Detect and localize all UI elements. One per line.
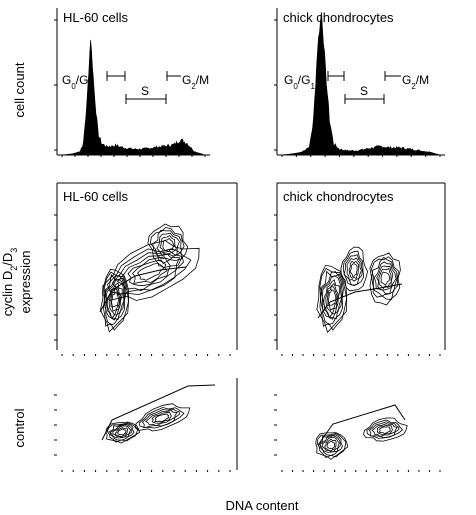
contour-plot-hl60-control bbox=[101, 384, 216, 444]
panel-title-chondrocytes: chick chondrocytes bbox=[283, 10, 394, 25]
contour-line bbox=[363, 417, 408, 442]
contour-line bbox=[112, 425, 132, 438]
contour-line bbox=[111, 250, 184, 296]
fit-line bbox=[101, 384, 216, 441]
contour-line bbox=[376, 424, 393, 435]
contour-line bbox=[141, 408, 180, 429]
gate-s: S bbox=[125, 84, 167, 104]
contour-line bbox=[152, 229, 182, 260]
contour-line bbox=[326, 440, 336, 450]
panel-cyclin-left: HL-60 cells bbox=[54, 182, 238, 356]
contour-line bbox=[106, 282, 123, 319]
contour-line bbox=[319, 434, 341, 453]
svg-text:S: S bbox=[141, 84, 149, 98]
fit-line bbox=[317, 404, 406, 446]
contour-line bbox=[145, 410, 178, 427]
panel-control-left bbox=[54, 378, 238, 472]
histogram-area-chondrocytes bbox=[281, 12, 441, 156]
ylabel-control: control bbox=[12, 408, 27, 447]
contour-line bbox=[137, 262, 165, 281]
gate-g0g1-right: G0/G1 bbox=[284, 71, 345, 91]
contour-line bbox=[138, 407, 185, 429]
contour-line bbox=[326, 284, 338, 311]
contour-line bbox=[346, 257, 362, 282]
gate-g2m: G2/M bbox=[166, 71, 209, 91]
contour-line bbox=[319, 271, 343, 320]
svg-text:S: S bbox=[360, 84, 368, 98]
contour-line bbox=[368, 421, 400, 439]
svg-text:G2/M: G2/M bbox=[182, 73, 209, 91]
contour-line bbox=[109, 423, 133, 439]
gate-s-right: S bbox=[344, 84, 385, 104]
svg-text:cyclin D2/D3: cyclin D2/D3 bbox=[0, 248, 19, 317]
contour-line bbox=[159, 235, 177, 255]
panel-title-chondrocytes-cyclin: chick chondrocytes bbox=[283, 189, 394, 204]
histogram-area-hl60 bbox=[61, 39, 206, 156]
svg-text:G0/G1: G0/G1 bbox=[62, 73, 93, 91]
ylabel-cell-count: cell count bbox=[12, 62, 27, 117]
contour-line bbox=[110, 287, 120, 312]
panel-cyclin-right: chick chondrocytes bbox=[274, 182, 446, 356]
contour-line bbox=[343, 254, 363, 287]
contour-line bbox=[378, 426, 391, 434]
panel-hist-right: chick chondrocytes G0/G1 S G2/M bbox=[274, 8, 445, 157]
contour-line bbox=[127, 256, 171, 287]
contour-line bbox=[348, 260, 360, 280]
contour-line bbox=[376, 265, 394, 291]
contour-line bbox=[370, 256, 399, 300]
contour-line bbox=[154, 413, 170, 423]
ylabel-expression: expression bbox=[18, 251, 33, 314]
contour-line bbox=[132, 259, 168, 285]
panel-hist-left: HL-60 cells G0/G1 S G2/M bbox=[54, 8, 210, 157]
contour-line bbox=[134, 403, 191, 432]
ylabel-cyclin: cyclin D2/D3 bbox=[0, 248, 19, 317]
contour-line bbox=[151, 411, 172, 424]
contour-line bbox=[105, 421, 141, 444]
fit-line bbox=[99, 266, 187, 313]
contour-plot-hl60-cyclin bbox=[99, 223, 200, 333]
contour-line bbox=[371, 423, 398, 437]
contour-line bbox=[117, 428, 127, 436]
gate-g0g1: G0/G1 bbox=[62, 71, 126, 91]
panel-title-hl60-cyclin: HL-60 cells bbox=[63, 189, 129, 204]
contour-line bbox=[378, 268, 392, 290]
contour-line bbox=[162, 237, 175, 253]
contour-plot-chondrocytes-control bbox=[315, 404, 408, 460]
contour-line bbox=[316, 433, 347, 458]
contour-line bbox=[321, 436, 340, 453]
panel-title-hl60: HL-60 cells bbox=[63, 10, 129, 25]
gate-g2m-right: G2/M bbox=[384, 71, 429, 91]
contour-line bbox=[340, 246, 369, 292]
contour-line bbox=[156, 232, 180, 257]
contour-line bbox=[349, 263, 358, 278]
contour-line bbox=[114, 427, 129, 438]
contour-line bbox=[107, 422, 139, 443]
contour-line bbox=[315, 432, 349, 460]
contour-plot-chondrocytes-cyclin bbox=[316, 246, 403, 333]
fit-line bbox=[317, 283, 403, 319]
contour-line bbox=[316, 265, 348, 333]
contour-line bbox=[99, 268, 129, 333]
contour-line bbox=[324, 438, 337, 452]
contour-line bbox=[325, 282, 339, 315]
contour-line bbox=[323, 279, 340, 318]
contour-line bbox=[380, 271, 390, 286]
contour-line bbox=[327, 289, 337, 306]
contour-line bbox=[373, 261, 397, 295]
contour-line bbox=[103, 275, 126, 321]
svg-text:G2/M: G2/M bbox=[402, 73, 429, 91]
svg-text:G0/G1: G0/G1 bbox=[284, 73, 315, 91]
panel-control-right bbox=[274, 394, 441, 472]
contour-line bbox=[149, 227, 185, 264]
xlabel-dna-content: DNA content bbox=[226, 498, 299, 513]
